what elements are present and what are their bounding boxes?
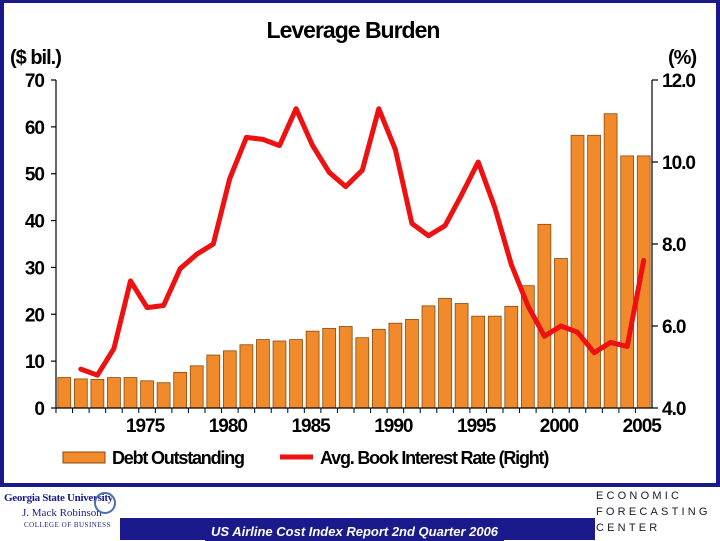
left-tick-label: 40 — [25, 212, 45, 233]
bar-1981 — [239, 344, 254, 409]
left-axis-unit: ($ bil.) — [10, 47, 61, 69]
efc-logo: ECONOMIC FORECASTING CENTER — [596, 488, 718, 538]
efc-line-3: CENTER — [596, 522, 661, 534]
bar-2004 — [620, 155, 635, 409]
bar-1991 — [405, 319, 419, 409]
bar-1994 — [454, 303, 469, 409]
right-tick-label: 8.0 — [662, 235, 686, 256]
right-axis: 12.0 10.0 8.0 6.0 4.0 — [651, 71, 696, 420]
gsu-logo: Georgia State University J. Mack Robinso… — [2, 488, 120, 538]
bar-1996 — [487, 315, 502, 409]
bar-1984 — [289, 339, 303, 409]
x-tick-label: 1990 — [374, 416, 413, 437]
bar-1990 — [388, 322, 403, 409]
bar-2001 — [570, 134, 585, 409]
bar-1989 — [371, 328, 386, 409]
left-tick-label: 60 — [25, 118, 45, 139]
bar-1988 — [355, 337, 370, 409]
gsu-robinson: J. Mack Robinson — [22, 507, 102, 519]
bar-1978 — [189, 365, 204, 409]
left-tick-label: 0 — [34, 399, 44, 420]
legend-label-debt: Debt Outstanding — [112, 448, 244, 468]
left-tick-label: 50 — [25, 165, 45, 186]
x-axis: 1975 1980 1985 1990 1995 2000 2005 — [55, 407, 663, 437]
right-tick-label: 12.0 — [662, 71, 695, 92]
left-tick-label: 10 — [25, 352, 45, 373]
gsu-college: COLLEGE OF BUSINESS — [24, 521, 111, 529]
x-tick-label: 1995 — [457, 416, 497, 437]
bar-1982 — [256, 339, 270, 409]
bar-1971 — [73, 378, 88, 409]
right-tick-label: 10.0 — [662, 153, 695, 174]
efc-line-2: FORECASTING — [596, 506, 711, 518]
bar-1980 — [222, 350, 237, 409]
bar-2000 — [554, 258, 568, 409]
bar-1973 — [107, 377, 121, 409]
bar-1972 — [90, 379, 105, 409]
bar-1999 — [537, 223, 552, 409]
bar-1995 — [471, 315, 486, 409]
bar-2002 — [587, 134, 601, 409]
frame-border-right — [716, 0, 720, 486]
line-series-interest-rate — [78, 106, 647, 378]
gsu-name: Georgia State University — [4, 492, 113, 504]
bar-1993 — [438, 297, 452, 409]
left-tick-label: 20 — [25, 305, 45, 326]
bar-1985 — [305, 330, 320, 409]
x-tick-label: 2005 — [623, 416, 663, 437]
bar-1992 — [421, 305, 436, 409]
left-axis: 70 60 50 40 30 20 10 0 — [25, 71, 57, 420]
footer-divider — [0, 483, 720, 487]
leverage-chart: Leverage Burden ($ bil.) (%) 70 60 50 40 30 2… — [10, 17, 697, 468]
bar-1987 — [338, 326, 353, 409]
bar-1986 — [322, 327, 337, 409]
frame-border-left — [0, 0, 4, 486]
left-tick-label: 70 — [25, 71, 45, 92]
legend: Debt Outstanding Avg. Book Interest Rate… — [62, 448, 551, 468]
legend-swatch-debt — [62, 451, 106, 464]
bar-1977 — [173, 371, 188, 409]
gsu-seal-icon — [94, 492, 116, 514]
x-tick-label: 2000 — [540, 416, 579, 437]
bar-1975 — [140, 380, 154, 409]
bar-1997 — [504, 305, 519, 409]
legend-label-rate: Avg. Book Interest Rate (Right) — [320, 448, 549, 468]
right-tick-label: 4.0 — [662, 399, 686, 420]
bar-1976 — [156, 382, 171, 409]
footer-report-title: US Airline Cost Index Report 2nd Quarter… — [205, 522, 505, 541]
left-tick-label: 30 — [25, 258, 45, 279]
bar-series-debt — [57, 113, 651, 409]
right-axis-unit: (%) — [668, 47, 696, 69]
x-tick-label: 1985 — [291, 416, 331, 437]
bar-1979 — [206, 354, 221, 409]
right-tick-label: 6.0 — [662, 317, 686, 338]
interest-rate-line — [78, 106, 647, 378]
bar-1970 — [57, 377, 72, 409]
chart-title: Leverage Burden — [267, 17, 440, 43]
bar-1983 — [272, 340, 287, 409]
efc-line-1: ECONOMIC — [596, 490, 683, 502]
frame-border-top — [0, 0, 720, 3]
footer-report-text: US Airline Cost Index Report 2nd Quarter… — [211, 524, 499, 539]
x-tick-label: 1980 — [209, 416, 248, 437]
bar-1974 — [123, 377, 138, 409]
bar-2003 — [603, 113, 618, 409]
x-tick-label: 1975 — [126, 416, 166, 437]
